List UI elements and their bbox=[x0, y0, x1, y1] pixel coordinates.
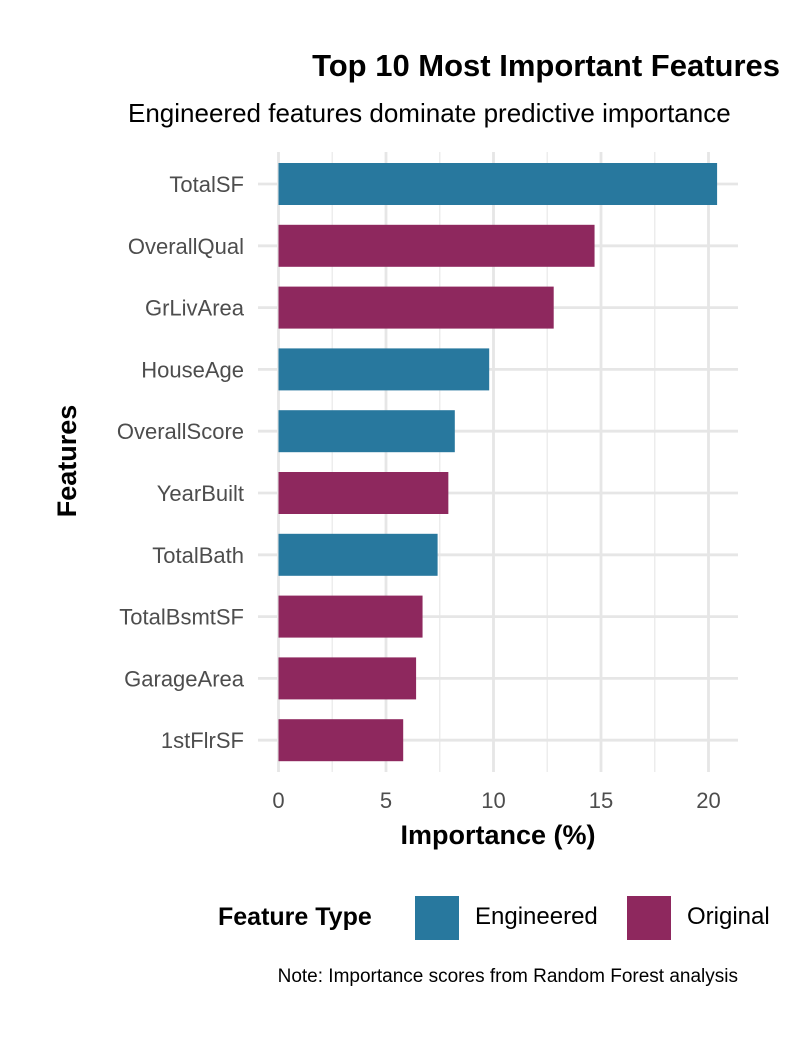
bar-totalbath bbox=[278, 533, 438, 576]
y-tick-label: TotalBsmtSF bbox=[119, 605, 244, 630]
legend-swatch-engineered bbox=[415, 896, 459, 940]
x-axis-tick-labels: 0 5 10 15 20 bbox=[272, 788, 720, 813]
y-tick-label: 1stFlrSF bbox=[161, 728, 244, 753]
y-tick-label: GrLivArea bbox=[145, 296, 245, 321]
y-axis-tick-labels: TotalSF OverallQual GrLivArea HouseAge Overa… bbox=[117, 172, 245, 753]
bar-houseage bbox=[278, 348, 490, 391]
bar-1stflrsf bbox=[278, 719, 404, 762]
y-tick-label: OverallQual bbox=[128, 234, 244, 259]
x-tick-label: 10 bbox=[481, 788, 505, 813]
bar-grlivarea bbox=[278, 286, 554, 329]
x-tick-label: 20 bbox=[696, 788, 720, 813]
chart-subtitle: Engineered features dominate predictive … bbox=[128, 98, 731, 128]
bar-totalsf bbox=[278, 163, 718, 205]
y-tick-label: YearBuilt bbox=[157, 481, 244, 506]
bar-chart: TotalSF OverallQual GrLivArea HouseAge Overa… bbox=[52, 152, 738, 850]
bars bbox=[278, 163, 718, 762]
bar-overallqual bbox=[278, 224, 595, 267]
legend-label-original: Original bbox=[687, 903, 770, 930]
x-tick-label: 0 bbox=[272, 788, 284, 813]
y-tick-label: OverallScore bbox=[117, 419, 244, 444]
bar-yearbuilt bbox=[278, 472, 449, 514]
x-axis-title: Importance (%) bbox=[400, 820, 595, 850]
bar-overallscore bbox=[278, 410, 455, 453]
legend-title: Feature Type bbox=[218, 903, 372, 931]
y-tick-label: GarageArea bbox=[124, 666, 245, 691]
legend-swatch-original bbox=[627, 896, 671, 940]
legend-label-engineered: Engineered bbox=[475, 903, 598, 930]
chart-title: Top 10 Most Important Features bbox=[312, 48, 780, 83]
bar-totalbsmtsf bbox=[278, 595, 423, 638]
y-tick-label: HouseAge bbox=[141, 357, 244, 382]
x-tick-label: 5 bbox=[380, 788, 392, 813]
y-axis-title: Features bbox=[52, 405, 82, 518]
y-tick-label: TotalSF bbox=[169, 172, 244, 197]
bar-garagearea bbox=[278, 657, 417, 700]
chart-caption: Note: Importance scores from Random Fore… bbox=[277, 966, 738, 987]
y-tick-label: TotalBath bbox=[152, 543, 244, 568]
legend: Feature Type Engineered Original bbox=[0, 896, 792, 940]
x-tick-label: 15 bbox=[589, 788, 613, 813]
